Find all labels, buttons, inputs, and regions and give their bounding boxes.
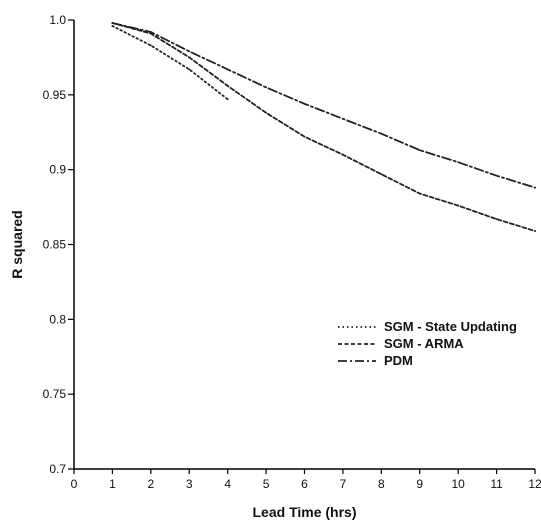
- y-tick-label: 0.8: [49, 312, 66, 326]
- data-point: [457, 204, 460, 207]
- series-layer: [111, 22, 536, 232]
- x-tick-label: 3: [186, 477, 193, 491]
- data-point: [265, 111, 267, 114]
- data-point: [534, 186, 536, 189]
- x-tick-label: 12: [528, 477, 541, 491]
- data-point: [418, 149, 421, 152]
- data-point: [226, 84, 229, 87]
- legend-label: SGM - ARMA: [384, 336, 464, 351]
- data-point: [188, 50, 191, 53]
- x-tick-label: 7: [340, 477, 347, 491]
- data-point: [149, 31, 152, 33]
- data-point: [457, 161, 460, 164]
- x-tick-label: 8: [378, 477, 385, 491]
- data-point: [495, 174, 498, 177]
- legend-label: PDM: [384, 353, 413, 368]
- axes: 0 1 2 3 4 5 6 7 8 9 10 11 120.70.750.80.850.90.951.0: [43, 13, 541, 491]
- series-line-2: [111, 22, 536, 232]
- data-point: [111, 22, 114, 24]
- data-point: [226, 98, 229, 101]
- x-tick-label: 2: [147, 477, 154, 491]
- y-tick-label: 0.85: [43, 238, 67, 252]
- y-tick-label: 0.9: [49, 163, 66, 177]
- data-point: [418, 192, 421, 195]
- x-tick-label: 10: [451, 477, 465, 491]
- y-tick-label: 0.7: [49, 462, 66, 476]
- x-tick-label: 1: [109, 477, 116, 491]
- x-tick-label: 9: [416, 477, 423, 491]
- data-point: [265, 86, 267, 89]
- data-point: [303, 102, 306, 105]
- data-point: [380, 132, 383, 135]
- data-point: [149, 44, 152, 47]
- data-point: [188, 56, 191, 59]
- legend-label: SGM - State Updating: [384, 319, 517, 334]
- data-point: [534, 230, 536, 232]
- x-tick-label: 11: [490, 477, 503, 491]
- x-axis-title: Lead Time (hrs): [253, 504, 357, 520]
- y-tick-label: 1.0: [49, 13, 66, 27]
- data-point: [226, 68, 229, 71]
- y-axis-title: R squared: [9, 210, 25, 278]
- data-point: [188, 68, 191, 71]
- data-point: [342, 117, 344, 120]
- legend: SGM - State Updating SGM - ARMA PDM: [338, 319, 517, 368]
- x-tick-label: 6: [301, 477, 308, 491]
- data-point: [342, 153, 344, 156]
- data-point: [111, 25, 114, 27]
- data-point: [380, 173, 383, 176]
- data-point: [495, 218, 498, 220]
- x-tick-label: 5: [263, 477, 270, 491]
- y-tick-label: 0.75: [43, 387, 67, 401]
- y-tick-label: 0.95: [43, 88, 67, 102]
- x-tick-label: 4: [224, 477, 231, 491]
- data-point: [303, 135, 306, 138]
- x-tick-label: 0: [71, 477, 78, 491]
- series-line-1: [111, 25, 229, 101]
- series-line-3: [111, 22, 536, 189]
